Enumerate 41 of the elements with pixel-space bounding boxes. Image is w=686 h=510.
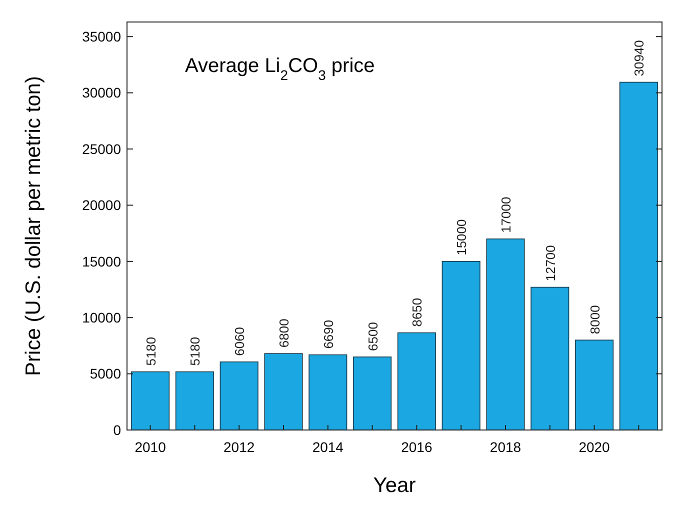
bar xyxy=(308,354,348,430)
x-tick-label: 2010 xyxy=(134,439,166,455)
x-tick-label: 2020 xyxy=(578,439,610,455)
data-label: 6060 xyxy=(232,326,248,356)
data-label: 15000 xyxy=(454,219,470,256)
bar xyxy=(353,356,392,430)
y-tick-label: 5000 xyxy=(90,366,122,382)
data-label: 8650 xyxy=(410,298,425,327)
x-tick-label: 2012 xyxy=(224,439,255,455)
y-tick-label: 15000 xyxy=(82,253,122,270)
data-label: 8000 xyxy=(587,305,602,334)
bar xyxy=(175,371,214,430)
data-label: 5180 xyxy=(143,336,158,366)
bar xyxy=(442,261,480,430)
bar xyxy=(619,82,658,430)
data-label: 6690 xyxy=(320,320,336,349)
x-tick-label: 2014 xyxy=(312,439,344,455)
data-label: 6500 xyxy=(365,322,380,351)
y-tick-label: 10000 xyxy=(82,310,122,326)
y-tick-label: 20000 xyxy=(82,197,122,214)
y-tick-label: 35000 xyxy=(82,28,122,45)
data-label: 5180 xyxy=(188,336,203,366)
y-tick-label: 30000 xyxy=(82,84,122,101)
data-label: 30940 xyxy=(632,40,647,76)
bar xyxy=(530,286,570,430)
y-axis-title: Price (U.S. dollar per metric ton) xyxy=(22,76,45,376)
x-axis-title: Year xyxy=(373,474,416,497)
y-tick-label: 0 xyxy=(113,422,122,438)
bar xyxy=(220,361,258,430)
y-tick-label: 25000 xyxy=(82,140,122,157)
bar xyxy=(131,371,170,430)
text: Average Li$_{2}$CO$_{3}$ price xyxy=(185,55,375,83)
data-label: 6800 xyxy=(276,318,292,348)
x-tick-label: 2018 xyxy=(490,439,522,455)
bar xyxy=(486,238,525,430)
x-tick-label: 2016 xyxy=(401,439,432,455)
data-label: 17000 xyxy=(498,196,514,233)
bar xyxy=(264,353,303,430)
bar xyxy=(397,332,436,430)
bar xyxy=(575,340,614,430)
data-label: 12700 xyxy=(542,245,558,282)
